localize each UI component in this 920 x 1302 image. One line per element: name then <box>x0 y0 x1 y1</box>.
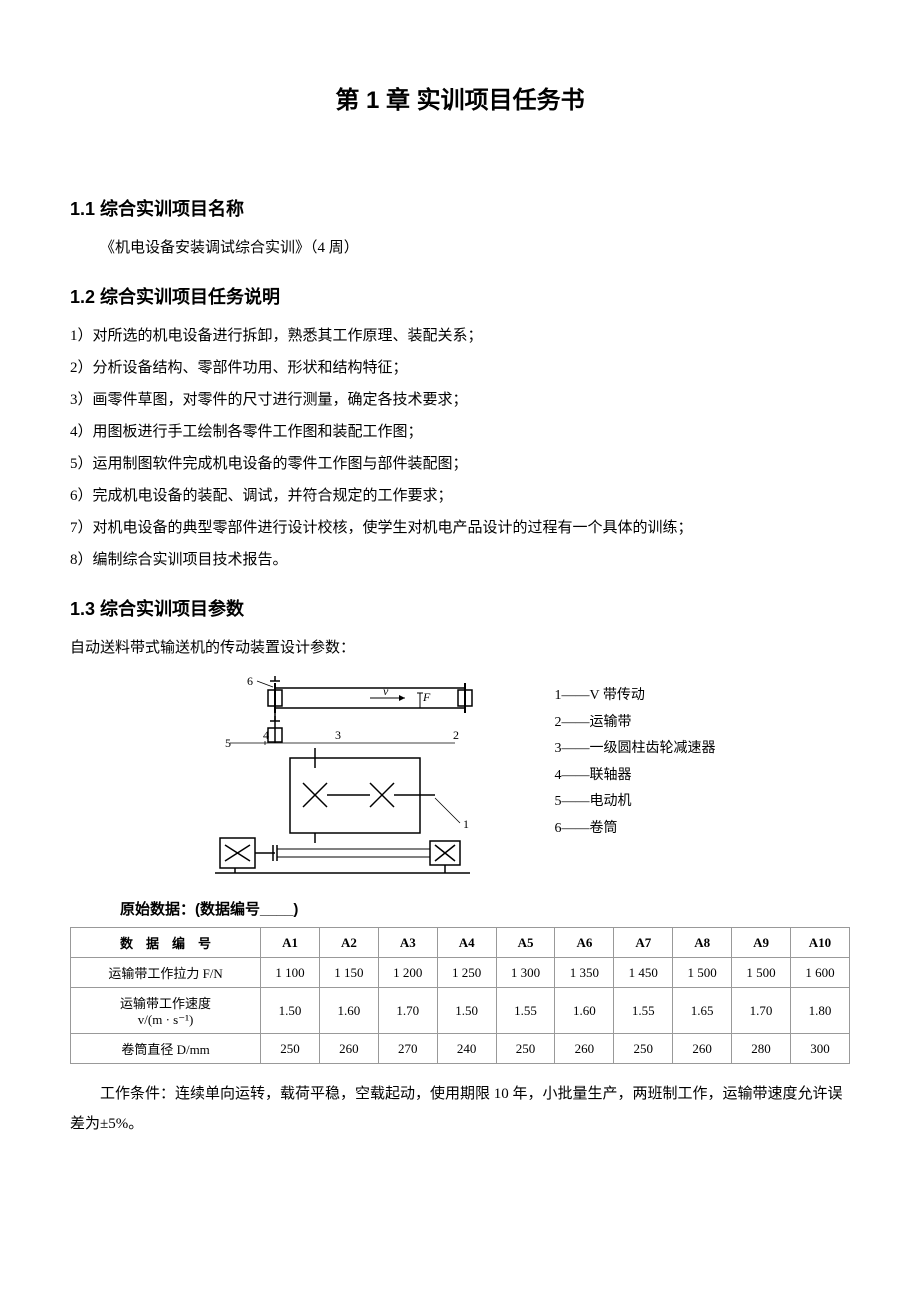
list-item: 2）分析设备结构、零部件功用、形状和结构特征； <box>70 353 850 383</box>
table-cell: 300 <box>790 1034 849 1064</box>
table-cell: 250 <box>496 1034 555 1064</box>
list-item: 8）编制综合实训项目技术报告。 <box>70 545 850 575</box>
table-cell: 260 <box>319 1034 378 1064</box>
table-row: 运输带工作速度 v/(m · s⁻¹) 1.50 1.60 1.70 1.50 … <box>71 988 850 1034</box>
legend-item: 3——一级圆柱齿轮减速器 <box>555 736 716 763</box>
table-cell: 280 <box>732 1034 791 1064</box>
table-cell: 1 150 <box>319 958 378 988</box>
table-row: 运输带工作拉力 F/N 1 100 1 150 1 200 1 250 1 30… <box>71 958 850 988</box>
table-cell: 260 <box>555 1034 614 1064</box>
legend-item: 4——联轴器 <box>555 763 716 790</box>
table-header: A2 <box>319 928 378 958</box>
list-item: 7）对机电设备的典型零部件进行设计校核，使学生对机电产品设计的过程有一个具体的训… <box>70 513 850 543</box>
table-cell: 240 <box>437 1034 496 1064</box>
table-cell: 1 250 <box>437 958 496 988</box>
table-header: A3 <box>378 928 437 958</box>
row-label: 运输带工作拉力 F/N <box>71 958 261 988</box>
section-1-2-heading: 1.2 综合实训项目任务说明 <box>70 283 850 309</box>
table-cell: 1 100 <box>261 958 320 988</box>
table-header: A4 <box>437 928 496 958</box>
section-1-3-intro: 自动送料带式输送机的传动装置设计参数： <box>70 633 850 663</box>
list-item: 6）完成机电设备的装配、调试，并符合规定的工作要求； <box>70 481 850 511</box>
svg-text:v: v <box>383 684 389 698</box>
table-header: A8 <box>673 928 732 958</box>
table-cell: 1.80 <box>790 988 849 1034</box>
working-condition: 工作条件：连续单向运转，载荷平稳，空载起动，使用期限 10 年，小批量生产，两班… <box>70 1079 850 1139</box>
legend-item: 2——运输带 <box>555 710 716 737</box>
svg-text:2: 2 <box>453 728 459 742</box>
list-item: 3）画零件草图，对零件的尺寸进行测量，确定各技术要求； <box>70 385 850 415</box>
table-cell: 250 <box>261 1034 320 1064</box>
table-header-row: 数 据 编 号 A1 A2 A3 A4 A5 A6 A7 A8 A9 A10 <box>71 928 850 958</box>
section-1-1-content: 《机电设备安装调试综合实训》（4 周） <box>70 233 850 263</box>
figure-container: v F 6 5 4 3 2 <box>70 673 850 888</box>
table-cell: 1.50 <box>437 988 496 1034</box>
table-cell: 1.70 <box>732 988 791 1034</box>
parameter-table: 数 据 编 号 A1 A2 A3 A4 A5 A6 A7 A8 A9 A10 运… <box>70 927 850 1064</box>
legend-item: 5——电动机 <box>555 789 716 816</box>
chapter-title: 第 1 章 实训项目任务书 <box>70 80 850 115</box>
list-item: 4）用图板进行手工绘制各零件工作图和装配工作图； <box>70 417 850 447</box>
table-row: 卷筒直径 D/mm 250 260 270 240 250 260 250 26… <box>71 1034 850 1064</box>
legend-item: 6——卷筒 <box>555 816 716 843</box>
row-label: 运输带工作速度 v/(m · s⁻¹) <box>71 988 261 1034</box>
conveyor-diagram: v F 6 5 4 3 2 <box>205 673 495 888</box>
table-cell: 1.55 <box>614 988 673 1034</box>
table-cell: 1 600 <box>790 958 849 988</box>
table-cell: 260 <box>673 1034 732 1064</box>
figure-legend: 1——V 带传动 2——运输带 3——一级圆柱齿轮减速器 4——联轴器 5——电… <box>555 683 716 843</box>
table-header: A9 <box>732 928 791 958</box>
table-header: 数 据 编 号 <box>71 928 261 958</box>
row-label: 卷筒直径 D/mm <box>71 1034 261 1064</box>
svg-text:5: 5 <box>225 736 231 750</box>
svg-text:1: 1 <box>463 817 469 831</box>
svg-text:4: 4 <box>263 728 269 742</box>
table-cell: 1.60 <box>555 988 614 1034</box>
table-cell: 1.50 <box>261 988 320 1034</box>
svg-text:3: 3 <box>335 728 341 742</box>
data-caption: 原始数据：(数据编号____) <box>120 898 850 919</box>
table-cell: 250 <box>614 1034 673 1064</box>
section-1-1-heading: 1.1 综合实训项目名称 <box>70 195 850 221</box>
table-header: A1 <box>261 928 320 958</box>
table-cell: 1 500 <box>732 958 791 988</box>
table-cell: 1 350 <box>555 958 614 988</box>
list-item: 5）运用制图软件完成机电设备的零件工作图与部件装配图； <box>70 449 850 479</box>
svg-text:F: F <box>422 690 431 704</box>
table-cell: 1.65 <box>673 988 732 1034</box>
table-cell: 1.70 <box>378 988 437 1034</box>
table-cell: 1 500 <box>673 958 732 988</box>
table-cell: 270 <box>378 1034 437 1064</box>
table-cell: 1 300 <box>496 958 555 988</box>
list-item: 1）对所选的机电设备进行拆卸，熟悉其工作原理、装配关系； <box>70 321 850 351</box>
svg-text:6: 6 <box>247 674 253 688</box>
table-header: A6 <box>555 928 614 958</box>
table-cell: 1.55 <box>496 988 555 1034</box>
section-1-2-list: 1）对所选的机电设备进行拆卸，熟悉其工作原理、装配关系； 2）分析设备结构、零部… <box>70 321 850 575</box>
section-1-3-heading: 1.3 综合实训项目参数 <box>70 595 850 621</box>
table-cell: 1 200 <box>378 958 437 988</box>
table-header: A7 <box>614 928 673 958</box>
legend-item: 1——V 带传动 <box>555 683 716 710</box>
table-header: A10 <box>790 928 849 958</box>
table-header: A5 <box>496 928 555 958</box>
table-cell: 1 450 <box>614 958 673 988</box>
table-cell: 1.60 <box>319 988 378 1034</box>
